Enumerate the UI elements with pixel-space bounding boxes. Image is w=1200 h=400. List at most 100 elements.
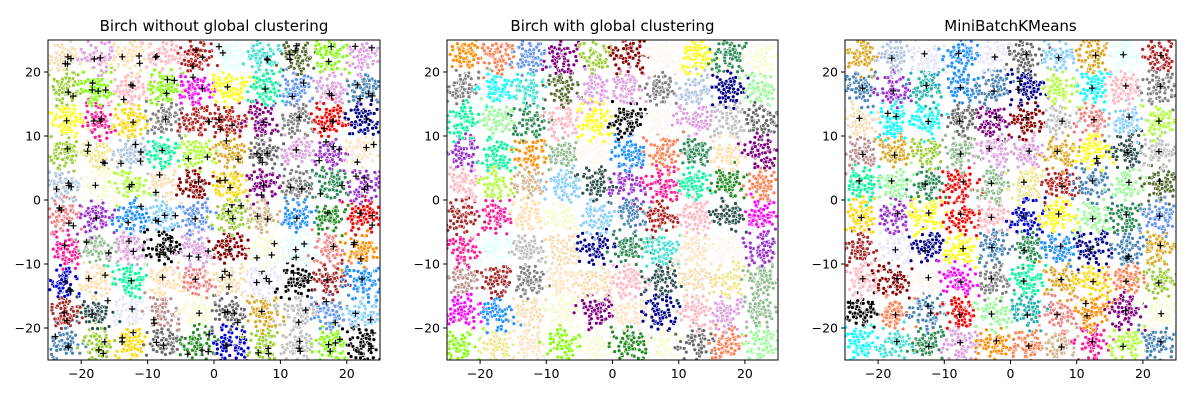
data-point bbox=[152, 67, 157, 73]
data-point bbox=[216, 107, 221, 112]
data-point bbox=[112, 77, 118, 82]
data-point bbox=[251, 307, 257, 312]
data-point bbox=[87, 338, 92, 343]
data-point bbox=[138, 68, 143, 74]
data-point bbox=[48, 154, 53, 159]
data-point bbox=[137, 287, 142, 292]
data-point bbox=[194, 340, 199, 345]
data-point bbox=[231, 226, 237, 232]
data-point bbox=[222, 99, 228, 104]
data-point bbox=[256, 240, 261, 245]
data-point bbox=[248, 267, 254, 272]
data-point bbox=[89, 341, 95, 346]
data-point bbox=[77, 112, 83, 117]
data-point bbox=[253, 245, 259, 250]
data-point bbox=[71, 168, 77, 174]
data-point bbox=[179, 100, 184, 106]
data-point bbox=[91, 65, 97, 70]
data-point bbox=[258, 362, 262, 366]
data-point bbox=[230, 299, 235, 304]
data-point bbox=[263, 210, 268, 215]
data-point bbox=[61, 250, 66, 255]
data-point bbox=[168, 296, 174, 301]
data-point bbox=[60, 34, 64, 38]
data-point bbox=[67, 237, 72, 243]
data-point bbox=[201, 321, 206, 326]
data-point bbox=[49, 352, 54, 357]
data-point bbox=[264, 246, 269, 251]
data-point bbox=[81, 260, 87, 266]
blob-points bbox=[77, 257, 120, 302]
data-point bbox=[125, 73, 130, 78]
data-point bbox=[125, 190, 131, 195]
data-point bbox=[115, 164, 120, 170]
data-point bbox=[153, 153, 158, 159]
data-point bbox=[105, 243, 111, 248]
data-point bbox=[133, 271, 138, 276]
data-point bbox=[211, 255, 217, 260]
blob-points bbox=[146, 65, 185, 107]
data-point bbox=[160, 97, 166, 102]
data-point bbox=[108, 112, 113, 117]
data-point bbox=[112, 189, 117, 195]
data-point bbox=[196, 100, 201, 106]
data-point bbox=[227, 196, 233, 202]
data-point bbox=[88, 43, 94, 48]
data-point bbox=[135, 188, 140, 193]
data-point bbox=[134, 44, 139, 50]
data-point bbox=[63, 207, 69, 212]
data-point bbox=[176, 316, 181, 322]
data-point bbox=[143, 178, 148, 183]
data-point bbox=[69, 253, 75, 258]
data-point bbox=[193, 58, 198, 63]
data-point bbox=[98, 164, 103, 169]
data-point bbox=[124, 327, 130, 332]
data-point bbox=[223, 154, 228, 159]
data-point bbox=[223, 277, 228, 282]
data-point bbox=[126, 128, 132, 134]
data-point bbox=[177, 275, 182, 280]
data-point bbox=[193, 40, 198, 42]
data-point bbox=[48, 61, 52, 66]
data-point bbox=[269, 267, 274, 272]
data-point bbox=[187, 187, 193, 193]
data-point bbox=[170, 210, 175, 215]
data-point bbox=[182, 253, 187, 259]
data-point bbox=[246, 248, 251, 254]
data-point bbox=[54, 249, 60, 254]
data-point bbox=[149, 100, 154, 106]
data-point bbox=[160, 305, 165, 310]
data-point bbox=[205, 104, 210, 109]
cluster-center-marker bbox=[65, 180, 72, 187]
data-point bbox=[263, 222, 269, 228]
data-point bbox=[84, 274, 89, 279]
data-point bbox=[191, 184, 196, 189]
data-point bbox=[165, 137, 171, 143]
data-point bbox=[271, 152, 277, 158]
data-point bbox=[78, 212, 84, 217]
data-point bbox=[220, 238, 225, 244]
data-point bbox=[204, 279, 209, 285]
data-point bbox=[138, 277, 144, 282]
data-point bbox=[198, 122, 204, 127]
data-point bbox=[93, 258, 99, 263]
data-point bbox=[217, 83, 222, 89]
data-point bbox=[169, 318, 174, 323]
data-point bbox=[93, 210, 98, 216]
data-point bbox=[260, 261, 265, 266]
data-point bbox=[177, 66, 183, 71]
data-point bbox=[100, 200, 106, 206]
data-point bbox=[261, 142, 266, 147]
data-point bbox=[71, 199, 76, 204]
data-point bbox=[232, 277, 237, 283]
data-point bbox=[201, 283, 207, 288]
cluster-center-marker bbox=[52, 333, 59, 340]
data-point bbox=[162, 176, 168, 181]
data-point bbox=[139, 253, 145, 258]
data-point bbox=[196, 91, 201, 97]
data-point bbox=[62, 106, 68, 111]
data-point bbox=[208, 111, 213, 116]
data-point bbox=[61, 123, 67, 129]
data-point bbox=[157, 278, 162, 283]
data-point bbox=[205, 270, 210, 275]
